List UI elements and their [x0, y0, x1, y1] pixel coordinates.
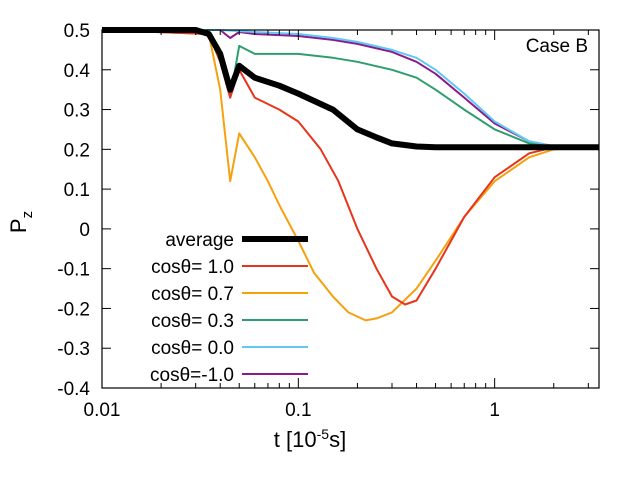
legend: average cosθ= 1.0 cosθ= 0.7 cosθ= 0.3 cosθ= … — [150, 230, 308, 386]
y-tick-label: 0.5 — [64, 21, 90, 42]
case-annotation: Case B — [526, 36, 588, 57]
y-axis-label: Pz — [6, 211, 36, 233]
x-axis-label-main: t [10 — [274, 427, 317, 452]
series-line-4 — [102, 29, 600, 149]
y-tick-label: 0 — [79, 220, 90, 241]
y-axis-label-main: P — [6, 218, 31, 233]
y-axis-label-sub: z — [19, 211, 36, 219]
y-tick-label: 0.1 — [64, 180, 90, 201]
x-tick-label: 0.1 — [285, 400, 311, 421]
legend-label-0: average — [165, 230, 234, 251]
y-tick-label: 0.4 — [64, 61, 91, 82]
series-line-5 — [102, 29, 600, 149]
legend-label-3: cosθ= 0.3 — [151, 311, 234, 332]
y-tick-label: 0.2 — [64, 140, 90, 161]
ticks-layer: 0.5 0.4 0.3 0.2 0.1 0 -0.1 -0.2 -0.3 -0.40.01 0.1 1 — [57, 21, 599, 421]
y-tick-label: 0.3 — [64, 101, 90, 122]
series-line-2 — [101, 29, 600, 322]
legend-label-2: cosθ= 0.7 — [151, 284, 234, 305]
y-tick-label: -0.3 — [57, 339, 90, 360]
x-axis-label-tail: s] — [329, 427, 346, 452]
legend-label-5: cosθ=-1.0 — [150, 365, 234, 386]
y-tick-label: -0.2 — [57, 299, 90, 320]
x-axis-label-exp: -5 — [317, 426, 330, 442]
x-tick-label: 0.01 — [84, 400, 121, 421]
legend-label-1: cosθ= 1.0 — [151, 257, 234, 278]
x-tick-label: 1 — [489, 400, 500, 421]
series-line-3 — [101, 29, 599, 149]
plot-frame — [101, 29, 600, 389]
legend-label-4: cosθ= 0.0 — [151, 338, 234, 359]
x-axis-label: t [10-5s] — [274, 426, 346, 452]
y-tick-label: -0.4 — [57, 379, 90, 400]
series-layer — [101, 27, 600, 322]
series-line-0 — [102, 27, 599, 151]
y-tick-label: -0.1 — [57, 260, 90, 281]
